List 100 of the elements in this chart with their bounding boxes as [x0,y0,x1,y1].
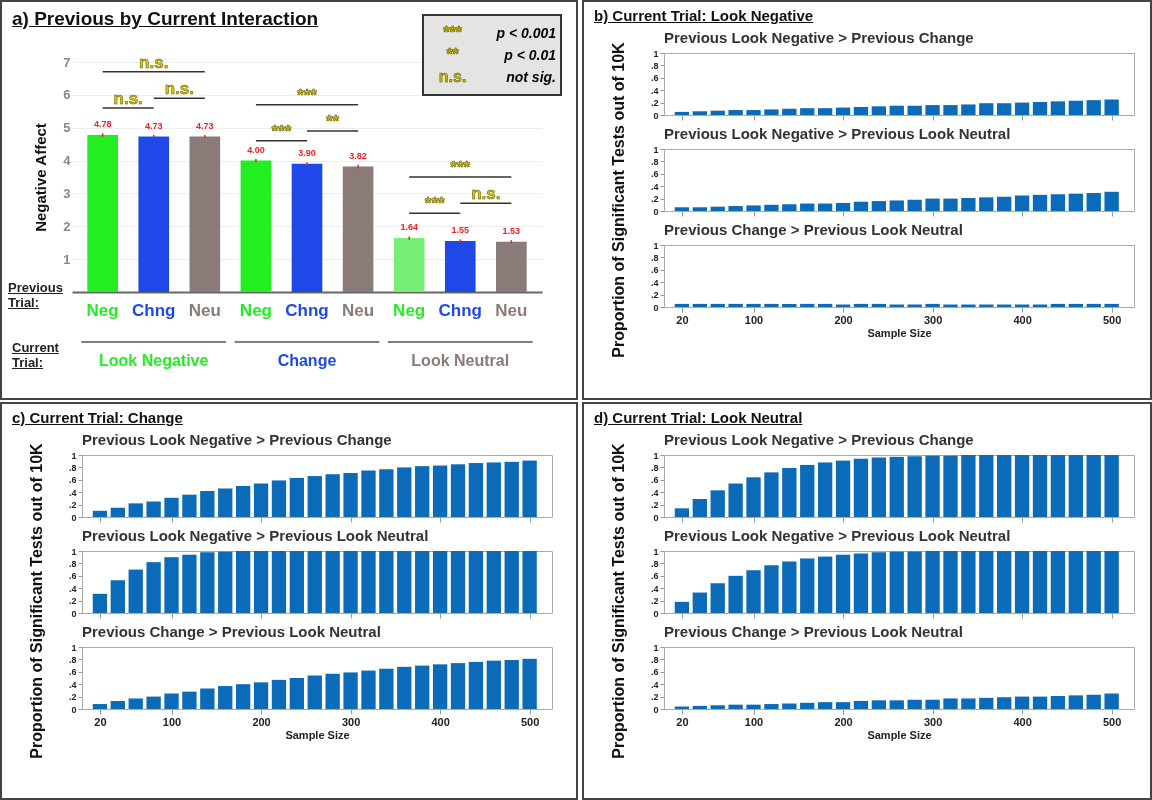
bar [218,488,233,517]
bar [817,203,833,211]
bar [92,704,108,709]
bar [817,462,833,517]
data-label: 3.82 [349,150,367,161]
bar [961,197,976,211]
chart-title: d) Current Trial: Look Neutral [594,408,804,427]
bar [397,551,412,613]
bar [943,455,958,517]
y-tick-label: .4 [68,583,77,594]
annotation: ** [325,112,340,131]
data-label: 4.78 [93,119,112,130]
y-tick-label: 1 [63,251,71,267]
bar [1032,194,1048,211]
bar [110,507,125,517]
bar [782,703,797,709]
bar [325,673,340,709]
x-tick-label: 400 [1013,715,1032,728]
y-axis-title: Negative Affect [32,123,50,232]
bar [486,462,501,517]
bar [710,583,725,613]
bar [397,467,412,517]
y-tick-label: .8 [650,60,659,71]
x-tick-label: 400 [1013,313,1032,326]
annotation: *** [297,85,318,105]
chart-title: Previous Change > Previous Look Neutral [664,221,964,239]
bar [728,575,743,613]
bar [692,207,707,211]
bar [800,558,815,613]
bar [1032,101,1048,115]
bar [432,551,448,613]
bar [271,480,287,517]
bar [889,551,904,613]
bar [835,554,851,613]
bar [1032,455,1048,517]
bar [674,508,690,517]
x-tick-label: 500 [1102,313,1122,326]
bar [782,468,797,517]
bar [253,483,269,517]
x-tick-label: 300 [923,715,943,728]
y-tick-label: 0 [653,110,659,121]
y-tick-label: .8 [650,462,659,473]
y-tick-label: .6 [650,73,659,84]
bar [253,551,269,613]
bar [871,552,887,613]
bar [240,160,272,292]
bar [1014,455,1030,517]
y-tick-label: 0 [653,206,659,217]
bar [92,510,108,517]
bar [200,688,215,709]
x-axis-title: Sample Size [285,728,350,741]
x-tick-label: 20 [676,715,689,728]
bar [307,675,322,709]
x-tick-label: Neg [239,300,272,320]
x-tick-label: Neg [86,300,119,320]
y-tick-label: 0 [653,302,659,313]
y-tick-label: .4 [68,487,77,498]
bar [504,551,519,613]
bar [710,110,725,115]
chart-title: Previous Change > Previous Look Neutral [664,623,964,641]
bar [182,554,197,613]
bar [87,134,118,292]
bar [817,108,833,115]
bar [1014,102,1030,115]
bar [800,108,815,115]
bar [164,693,179,709]
bar [764,472,779,517]
annotation: not sig. [505,68,556,87]
chart-subtitle: Previous Look Negative > Previous Change [664,29,975,47]
bar [997,455,1012,517]
chart-subtitle: Previous Look Negative > Previous Change [664,431,975,449]
bar [817,702,833,709]
bar [925,699,940,709]
y-tick-label: 1 [653,240,659,251]
y-tick-label: .4 [650,181,659,192]
x-tick-label: Chng [285,300,329,320]
bar [379,469,394,517]
bar [997,551,1012,613]
x-axis-title: Sample Size [867,728,932,741]
bar [871,201,887,211]
bar [128,503,143,517]
bar [692,111,707,115]
bar [291,163,323,292]
annotation: n.s. [139,52,169,72]
bar [432,465,448,517]
y-tick-label: 0 [653,512,659,523]
bar [379,551,394,613]
bar [674,601,690,613]
bar [307,551,322,613]
annotation: n.s. [113,89,143,108]
annotation: n.s. [471,184,501,204]
y-tick-label: .2 [68,692,77,703]
y-tick-label: .2 [650,596,659,607]
bar [925,551,940,613]
text: Look Negative [98,352,210,370]
x-tick-label: Neu [342,300,375,320]
y-tick-label: 7 [63,54,71,70]
y-tick-label: .8 [650,156,659,167]
bar [746,570,761,613]
x-tick-label: Neu [495,300,528,320]
